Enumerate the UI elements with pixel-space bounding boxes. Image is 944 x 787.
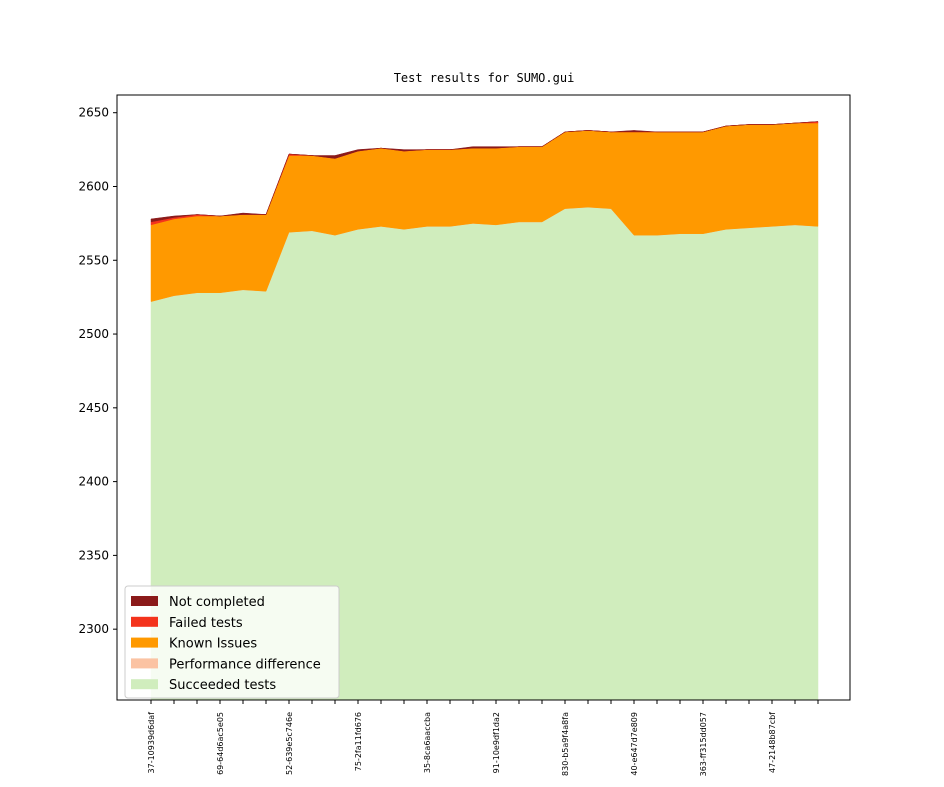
legend-label: Failed tests [169, 616, 243, 631]
y-tick-label: 2350 [78, 548, 109, 562]
chart-title: Test results for SUMO.gui [394, 71, 575, 85]
y-tick-label: 2300 [78, 622, 109, 636]
plot-area [150, 121, 819, 700]
y-tick-label: 2450 [78, 401, 109, 415]
legend-label: Performance difference [169, 657, 321, 672]
x-tick-label: 91-10e9df1da2 [492, 712, 501, 773]
x-tick-label: 75-2fa11fd676 [354, 712, 363, 771]
x-tick-label: 69-64d6ac5e05 [216, 712, 225, 775]
legend-label: Not completed [169, 595, 265, 610]
x-tick-label: 47-2148b87cbf [768, 712, 777, 773]
x-tick-label: 52-639e5c746e [285, 712, 294, 775]
legend-box [124, 585, 340, 699]
x-tick-label: 37-10939d6daf [147, 712, 156, 774]
legend-swatch [131, 596, 158, 606]
area [150, 121, 819, 223]
y-tick-label: 2500 [78, 327, 109, 341]
y-tick-label: 2400 [78, 475, 109, 489]
plot-frame [116, 94, 851, 701]
legend-swatch [131, 616, 158, 627]
y-tick-label: 2650 [78, 106, 109, 120]
legend-label: Known Issues [169, 637, 257, 652]
x-tick-label: 830-b5a9f4a8fa [561, 712, 570, 776]
legend-swatch [131, 637, 158, 648]
y-tick-label: 2550 [78, 253, 109, 267]
y-tick-label: 2600 [78, 179, 109, 193]
legend-swatch [131, 679, 158, 690]
x-tick-label: 35-8ca6aaccba [423, 712, 432, 773]
x-tick-label: 363-ff315dd057 [699, 712, 708, 776]
legend-swatch [131, 658, 158, 669]
legend-label: Succeeded tests [169, 678, 276, 693]
x-tick-label: 40-e647d7e809 [630, 712, 639, 776]
